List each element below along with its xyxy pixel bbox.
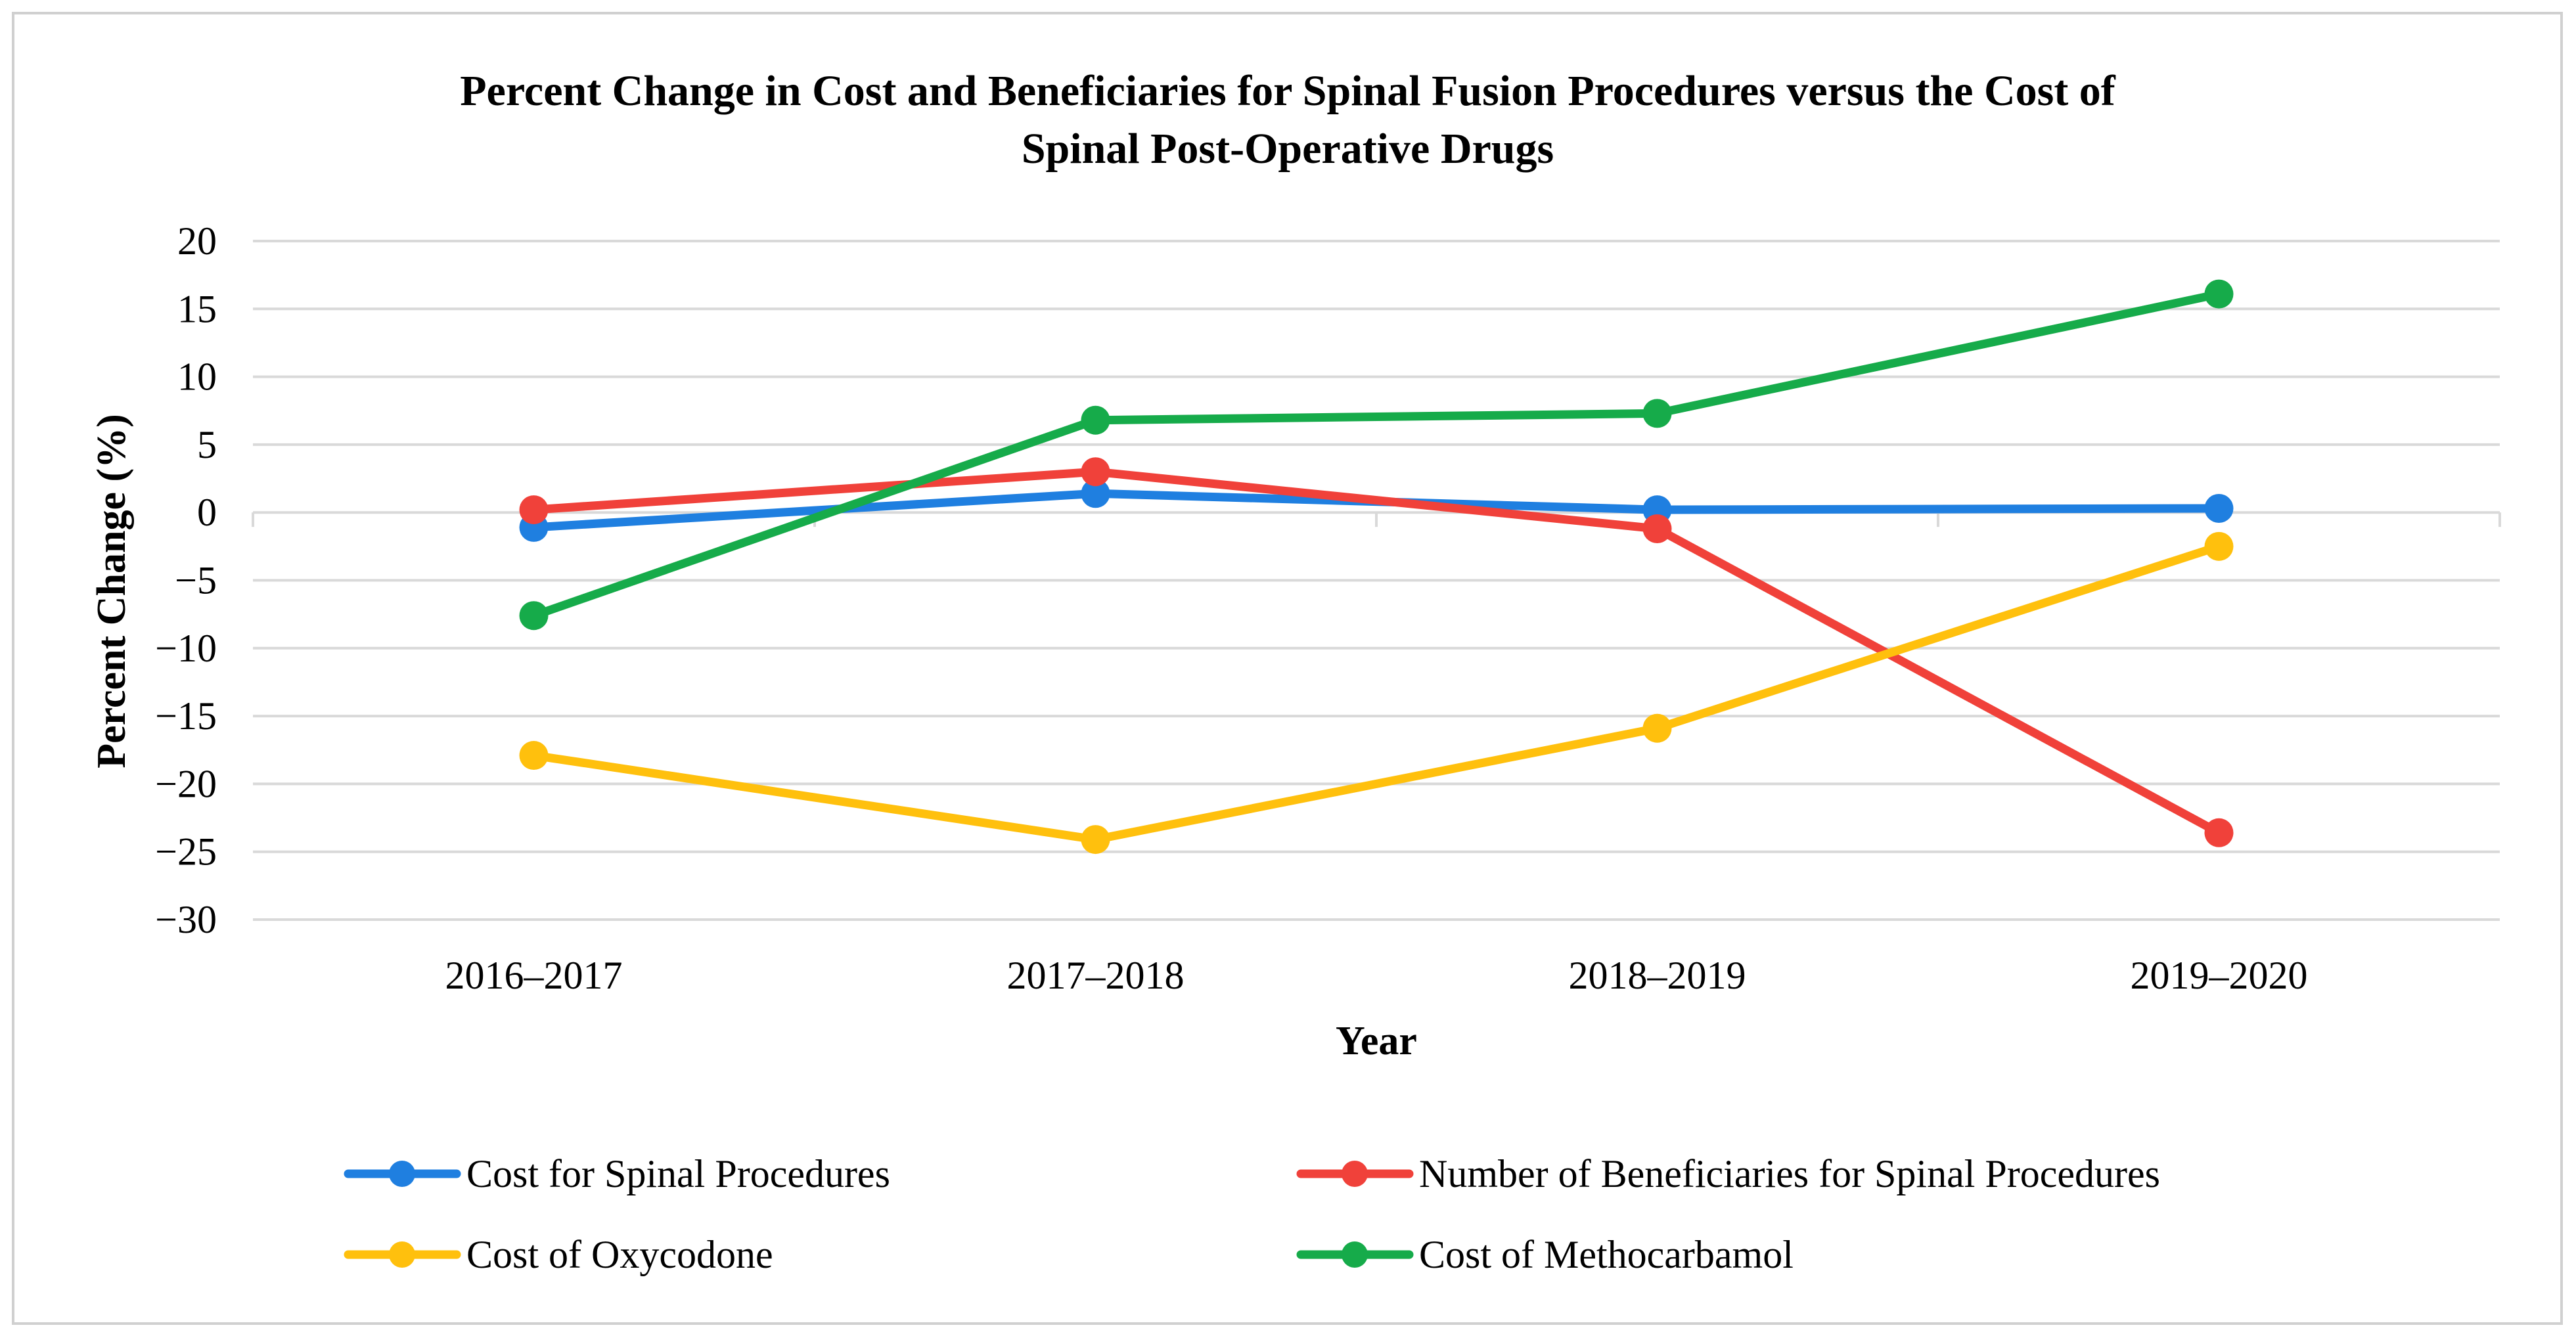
data-point	[1081, 825, 1110, 855]
legend-item-1: Cost for Spinal Procedures	[344, 1152, 890, 1195]
data-point	[2204, 818, 2234, 847]
chart-frame	[12, 12, 2563, 1325]
y-tick-label: −25	[155, 830, 217, 874]
y-tick-label: −20	[155, 762, 217, 805]
data-point	[519, 495, 549, 525]
legend-swatch-marker	[389, 1241, 415, 1268]
legend: Cost for Spinal Procedures Number of Bene…	[344, 1152, 2160, 1276]
x-tick-label: 2016–2017	[445, 954, 623, 997]
y-tick-label: −5	[175, 559, 217, 602]
y-tick-label: 15	[177, 287, 217, 330]
series-line	[530, 290, 2223, 620]
y-tick-label: −15	[155, 694, 217, 738]
data-point	[2204, 279, 2234, 309]
data-point	[1081, 479, 1110, 508]
series-line	[530, 467, 2223, 837]
legend-label: Cost of Methocarbamol	[1419, 1233, 1794, 1276]
data-point	[519, 601, 549, 631]
y-tick-label: −10	[155, 627, 217, 670]
legend-label: Number of Beneficiaries for Spinal Proce…	[1419, 1152, 2160, 1195]
y-axis-title: Percent Change (%)	[89, 414, 134, 769]
y-tick-label: 5	[197, 423, 217, 466]
legend-item-2: Number of Beneficiaries for Spinal Proce…	[1296, 1152, 2160, 1195]
data-point	[1081, 405, 1110, 435]
legend-item-3: Cost of Oxycodone	[344, 1233, 773, 1276]
y-axis-ticks: 20 15 10 5 0 −5 −10 −15 −20 −25 −30	[155, 219, 217, 941]
data-point	[1081, 457, 1110, 487]
x-axis-title: Year	[1336, 1019, 1417, 1063]
legend-swatch-marker	[1342, 1161, 1368, 1187]
series-lines	[519, 279, 2234, 855]
y-tick-label: 0	[197, 491, 217, 534]
y-tick-label: 10	[177, 355, 217, 399]
chart-title-line-1: Percent Change in Cost and Beneficiaries…	[460, 67, 2116, 115]
legend-swatch-marker	[1342, 1241, 1368, 1268]
x-tick-label: 2018–2019	[1569, 954, 1746, 997]
chart-title-line-2: Spinal Post-Operative Drugs	[1022, 125, 1554, 173]
data-point	[1642, 713, 1672, 743]
data-point	[2204, 494, 2234, 524]
data-point	[2204, 531, 2234, 561]
legend-swatch-marker	[389, 1161, 415, 1187]
series-3	[519, 531, 2234, 855]
x-axis-ticks: 2016–2017 2017–2018 2018–2019 2019–2020	[445, 954, 2308, 997]
legend-item-4: Cost of Methocarbamol	[1296, 1233, 1794, 1276]
series-4	[519, 279, 2234, 631]
gridlines	[252, 240, 2501, 921]
data-point	[519, 741, 549, 770]
y-tick-label: −30	[155, 898, 217, 941]
x-tick-label: 2017–2018	[1007, 954, 1185, 997]
legend-label: Cost for Spinal Procedures	[466, 1152, 890, 1195]
series-line	[530, 542, 2223, 844]
data-point	[1642, 399, 1672, 428]
data-point	[1642, 514, 1672, 543]
y-tick-label: 20	[177, 219, 217, 263]
legend-label: Cost of Oxycodone	[466, 1233, 773, 1276]
x-tick-label: 2019–2020	[2131, 954, 2308, 997]
series-2	[519, 457, 2234, 847]
